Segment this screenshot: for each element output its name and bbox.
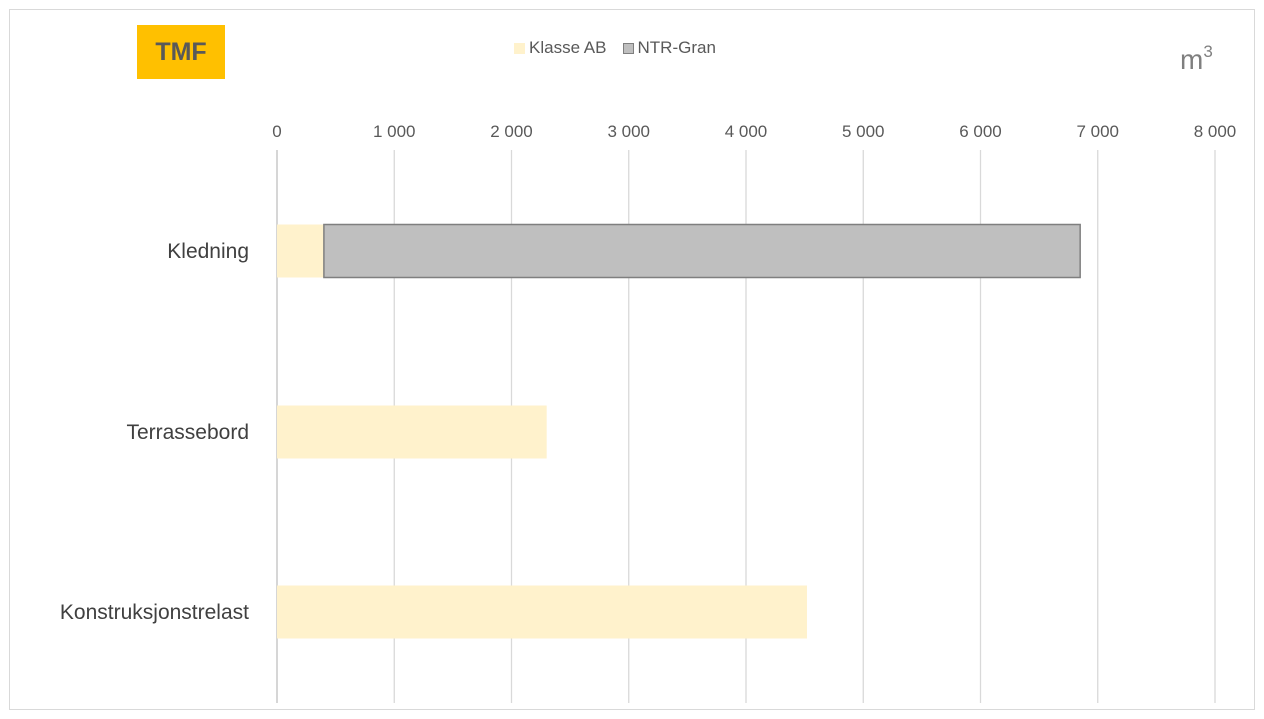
category-label-konstruksjonstrelast: Konstruksjonstrelast [60, 601, 249, 624]
bar-kledning-klasse-ab [277, 224, 324, 278]
bar-kledning-ntr-gran [323, 223, 1081, 279]
x-tick-label-3000: 3 000 [607, 122, 650, 141]
tmf-badge: TMF [137, 25, 225, 79]
x-tick-label-6000: 6 000 [959, 122, 1002, 141]
x-tick-label-7000: 7 000 [1076, 122, 1119, 141]
x-tick-label-8000: 8 000 [1194, 122, 1237, 141]
unit-label: m3 [1180, 42, 1213, 76]
x-tick-label-5000: 5 000 [842, 122, 885, 141]
x-tick-label-0: 0 [272, 122, 281, 141]
chart-frame [9, 9, 1255, 710]
legend: Klasse AB NTR-Gran [514, 38, 732, 58]
category-label-terrassebord: Terrassebord [126, 421, 249, 444]
x-tick-label-1000: 1 000 [373, 122, 416, 141]
x-tick-label-2000: 2 000 [490, 122, 533, 141]
legend-label-ntr-gran: NTR-Gran [637, 38, 716, 57]
legend-swatch-ntr-gran [622, 42, 634, 54]
legend-item-ntr-gran: NTR-Gran [622, 38, 716, 58]
bar-konstruksjonstrelast-klasse-ab [277, 585, 807, 639]
unit-base: m [1180, 44, 1204, 75]
unit-superscript: 3 [1203, 42, 1213, 61]
x-tick-label-4000: 4 000 [725, 122, 768, 141]
category-label-kledning: Kledning [167, 240, 249, 263]
legend-swatch-klasse-ab [514, 42, 525, 54]
legend-item-klasse-ab: Klasse AB [514, 38, 607, 58]
legend-label-klasse-ab: Klasse AB [529, 38, 607, 57]
bar-terrassebord-klasse-ab [277, 405, 547, 459]
